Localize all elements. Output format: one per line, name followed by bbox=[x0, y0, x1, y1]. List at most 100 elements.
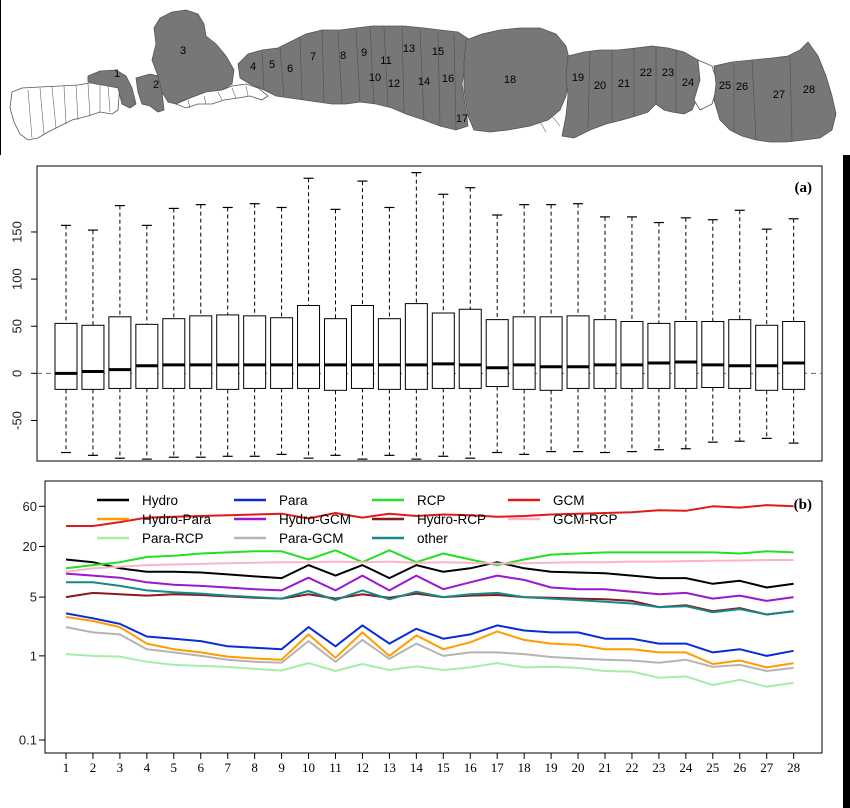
legend-entry-hydro: Hydro bbox=[97, 493, 178, 508]
box-body bbox=[620, 321, 644, 389]
x-tick-label: 19 bbox=[545, 760, 558, 775]
box-body bbox=[593, 319, 617, 389]
x-tick-label: 22 bbox=[625, 760, 638, 775]
box-21 bbox=[593, 216, 617, 454]
y-tick-label: 0 bbox=[9, 370, 24, 377]
box-20 bbox=[566, 203, 590, 453]
box-body bbox=[512, 316, 536, 390]
map-label-region-7: 7 bbox=[310, 51, 316, 63]
legend-entry-other: other bbox=[372, 531, 448, 546]
legend-entry-para: Para bbox=[234, 493, 308, 508]
box-body bbox=[162, 318, 186, 389]
x-tick-label: 28 bbox=[787, 760, 800, 775]
x-tick-label: 18 bbox=[518, 760, 531, 775]
map-label-region-1: 1 bbox=[114, 68, 120, 80]
x-tick-label: 27 bbox=[760, 760, 774, 775]
x-tick-label: 11 bbox=[329, 760, 342, 775]
x-tick-label: 17 bbox=[491, 760, 505, 775]
x-tick-label: 15 bbox=[437, 760, 450, 775]
box-body bbox=[324, 318, 347, 391]
box-15 bbox=[431, 193, 455, 457]
box-13 bbox=[377, 206, 401, 456]
box-body bbox=[54, 322, 78, 390]
map-label-region-9: 9 bbox=[361, 47, 367, 59]
series-line-hydro-gcm bbox=[65, 572, 794, 602]
series-line-hydro bbox=[65, 558, 794, 589]
box-body bbox=[485, 319, 509, 388]
box-2 bbox=[81, 229, 105, 456]
box-body bbox=[728, 319, 752, 389]
map-region-18 bbox=[463, 27, 571, 133]
series-line-para-rcp bbox=[65, 653, 794, 688]
series-line-other bbox=[66, 581, 794, 616]
x-tick-label: 23 bbox=[652, 760, 665, 775]
y-tick-label: 100 bbox=[9, 268, 24, 290]
box-24 bbox=[674, 217, 698, 450]
y-tick-label: -50 bbox=[9, 411, 24, 430]
box-body bbox=[350, 304, 374, 389]
x-tick-label: 3 bbox=[117, 760, 124, 775]
map-label-region-22: 22 bbox=[640, 67, 652, 79]
box-body bbox=[81, 324, 105, 390]
map-label-region-27: 27 bbox=[773, 89, 785, 101]
legend-entry-gcm-rcp: GCM-RCP bbox=[508, 512, 618, 527]
map-label-region-21: 21 bbox=[618, 78, 630, 90]
legend-entry-para-gcm: Para-GCM bbox=[234, 531, 344, 546]
map-label-region-17: 17 bbox=[456, 113, 468, 125]
map-label-region-6: 6 bbox=[287, 63, 293, 75]
x-tick-label: 20 bbox=[572, 760, 585, 775]
series-line-gcm-rcp bbox=[65, 559, 794, 573]
legend-entry-hydro-para: Hydro-Para bbox=[97, 512, 212, 527]
map-region-3 bbox=[151, 9, 235, 105]
legend-label: Hydro-GCM bbox=[279, 512, 351, 527]
box-14 bbox=[404, 171, 428, 460]
box-body bbox=[539, 316, 563, 391]
legend-entry-hydro-rcp: Hydro-RCP bbox=[372, 512, 486, 527]
legend-entry-hydro-gcm: Hydro-GCM bbox=[234, 512, 351, 527]
map-label-region-14: 14 bbox=[418, 76, 430, 88]
panel-b-label: (b) bbox=[794, 497, 812, 513]
x-tick-label: 2 bbox=[90, 760, 97, 775]
x-tick-label: 9 bbox=[278, 760, 285, 775]
boxplot-panel: -50 0 50 100 150 (a) bbox=[9, 165, 823, 462]
map-region-25-28-borders bbox=[733, 55, 793, 143]
map-label-region-19: 19 bbox=[572, 72, 584, 84]
box-body bbox=[755, 324, 779, 391]
legend: Hydro Para RCP GCM Hydro-Para Hydro-GCM Hydro-… bbox=[97, 493, 618, 546]
box-5 bbox=[162, 207, 186, 458]
x-tick-label: 8 bbox=[251, 760, 258, 775]
x-tick-label: 21 bbox=[599, 760, 612, 775]
x-tick-label: 1 bbox=[63, 760, 70, 775]
right-edge-bar bbox=[843, 155, 850, 808]
map-label-region-3: 3 bbox=[180, 45, 186, 57]
box-25 bbox=[701, 219, 725, 443]
x-tick-label: 13 bbox=[383, 760, 396, 775]
y-tick-label: 5 bbox=[30, 590, 37, 605]
x-tick-label: 4 bbox=[144, 760, 151, 775]
x-tick-label: 12 bbox=[356, 760, 369, 775]
y-tick-label: 50 bbox=[9, 319, 24, 333]
legend-label: Hydro-Para bbox=[142, 512, 212, 527]
map-region-1 bbox=[87, 69, 137, 109]
box-body bbox=[243, 315, 267, 389]
map-region-19-24-borders bbox=[587, 46, 677, 129]
map-label-region-16: 16 bbox=[442, 73, 454, 85]
series-line-hydro-rcp bbox=[65, 591, 794, 616]
map-unshaded-east bbox=[693, 59, 719, 111]
y-tick-label: 20 bbox=[23, 539, 37, 554]
map-label-region-8: 8 bbox=[340, 50, 346, 62]
box-19 bbox=[539, 204, 563, 453]
box-body bbox=[189, 315, 213, 389]
x-tick-label: 7 bbox=[224, 760, 231, 775]
legend-label: Hydro bbox=[142, 493, 178, 508]
legend-label: Hydro-RCP bbox=[417, 512, 486, 527]
legend-label: GCM-RCP bbox=[553, 512, 618, 527]
box-body bbox=[216, 314, 240, 390]
map-label-region-12: 12 bbox=[388, 78, 400, 90]
map-label-region-24: 24 bbox=[682, 77, 694, 89]
y-tick-label: 150 bbox=[9, 221, 24, 243]
box-22 bbox=[620, 216, 644, 453]
